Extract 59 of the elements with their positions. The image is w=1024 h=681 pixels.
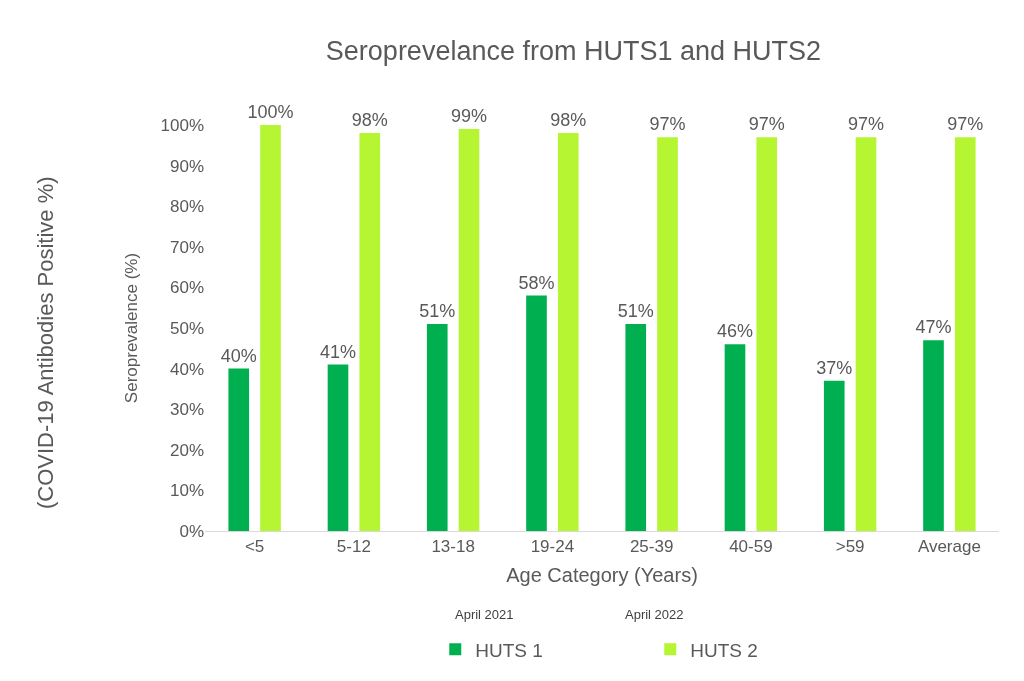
data-label: 98% [550,110,587,131]
data-label: 100% [247,102,294,122]
bar [756,137,778,531]
bar [260,125,281,531]
data-label: 97% [649,114,686,135]
x-tick-label: Average [917,537,981,557]
x-tick-label: >59 [835,537,865,557]
bar [625,323,647,531]
text: (COVID-19 Antibodies Positive %) [32,176,58,510]
bar [657,137,678,531]
data-label: 51% [617,300,654,321]
x-tick-label: 40-59 [729,537,773,557]
y-tick-label: 80% [169,197,204,217]
y-tick-label: 30% [169,400,204,420]
x-tick-label: 5-12 [336,537,371,557]
data-label: 97% [748,114,785,135]
x-tick-label: 19-24 [530,537,575,557]
y-tick-label: 70% [169,237,204,257]
bar [327,364,349,531]
y-tick-label: 60% [169,278,204,298]
bar [228,368,250,531]
chart-title: Seroprevelance from HUTS1 and HUTS2 [325,35,822,66]
data-label: 51% [419,300,456,321]
bar [557,133,579,531]
y-tick-label: 20% [169,440,204,460]
x-tick-label: <5 [244,537,265,557]
data-label: 98% [351,110,388,131]
y-tick-label: 40% [169,359,204,379]
y-tick-label: 90% [169,156,204,176]
bar [458,129,480,531]
text: April 2021 [455,607,514,622]
y-tick-label: 0% [179,521,204,541]
text: April 2022 [625,607,684,622]
legend-label: HUTS 2 [690,639,758,661]
x-tick-label: 13-18 [431,537,475,557]
data-label: 97% [947,114,984,135]
bar [923,340,944,531]
data-label: 58% [518,272,555,293]
y-tick-label: 100% [160,115,204,135]
data-label: 46% [716,321,754,342]
x-axis-title: Age Category (Years) [506,563,698,586]
bar [724,344,746,531]
y-tick-label: 10% [169,481,204,501]
bar [526,295,547,531]
bar [359,133,381,531]
data-label: 99% [450,106,488,127]
x-tick-label: 25-39 [629,537,674,557]
y-axis-title: Seroprevalence (%) [122,252,142,404]
bar [954,137,976,531]
data-label: 47% [915,317,952,338]
bar [855,137,877,531]
data-label: 40% [220,345,257,366]
legend-label: HUTS 1 [475,639,543,661]
data-label: 41% [319,341,357,362]
data-label: 97% [847,114,885,135]
bar [823,380,845,531]
data-label: 37% [816,357,853,378]
y-tick-label: 50% [169,318,204,338]
bar [426,323,448,531]
